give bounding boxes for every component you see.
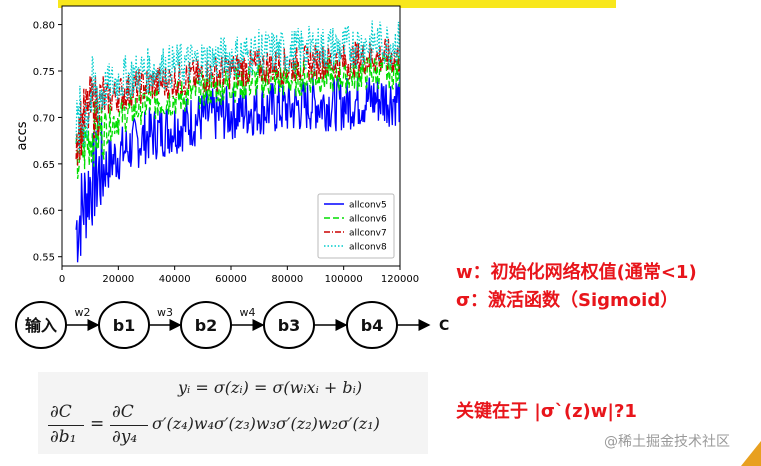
series-allconv7 [75,38,400,166]
x-tick-label: 20000 [102,274,134,285]
x-tick-label: 80000 [271,274,303,285]
formula-rhs-fraction-bar [110,425,148,426]
y-tick-label: 0.55 [33,253,55,264]
edge-label: w4 [240,306,256,319]
formula-lhs-fraction-bar [48,425,84,426]
formula-box: yᵢ = σ(zᵢ) = σ(wᵢxᵢ + bᵢ) ∂C ∂b₁ = ∂C ∂y… [38,372,428,454]
formula-equals: = [90,414,105,434]
formula-rhs-numerator: ∂C [112,402,134,422]
y-tick-label: 0.65 [33,160,55,171]
edge-label: w3 [157,306,173,319]
node-label: b4 [361,316,384,335]
legend-label: allconv6 [349,215,387,225]
accs-line-chart: 0 20000 40000 60000 80000 100000 120000 0.55 0.6… [15,5,419,285]
top-banner [58,0,616,8]
legend-box [317,193,395,259]
watermark: @稀土掘金技术社区 [604,434,730,450]
x-tick-label: 0 [59,274,65,285]
formula-lhs-denominator: ∂b₁ [50,427,77,447]
series-allconv5 [75,72,400,263]
note-key-condition: 关键在于 |σ`(z)w|?1 [456,401,637,422]
legend-label: allconv8 [349,243,387,253]
note-weight: w：初始化网络权值(通常<1) [456,262,697,283]
legend-label: allconv5 [349,201,387,211]
x-tick-label: 60000 [215,274,247,285]
node-label: b3 [278,316,301,335]
x-tick-label: 40000 [159,274,191,285]
formula-rhs-denominator: ∂y₄ [112,427,138,447]
node-label: b2 [195,316,218,335]
series-allconv6 [75,52,400,179]
legend-label: allconv7 [349,229,387,239]
x-tick-label: 100000 [325,274,363,285]
formula-rhs-product: σ′(z₄)w₄σ′(z₃)w₃σ′(z₂)w₂σ′(z₁) [152,414,380,433]
end-label: C [439,318,449,334]
x-tick-label: 120000 [381,274,419,285]
node-label: 输入 [25,316,57,335]
y-tick-label: 0.70 [33,113,55,124]
network-chain-diagram: 输入 w2 b1 w3 b2 w4 b3 b4 C [15,301,449,349]
formula-line1: yᵢ = σ(zᵢ) = σ(wᵢxᵢ + bᵢ) [178,378,363,397]
corner-mark [741,441,761,466]
y-axis-label: accs [15,121,30,150]
node-label: b1 [113,316,136,335]
y-tick-label: 0.80 [33,21,55,32]
y-tick-label: 0.60 [33,206,55,217]
edge-label: w2 [75,306,91,319]
note-sigmoid: σ：激活函数（Sigmoid） [456,290,679,311]
series-allconv8 [75,20,400,153]
y-tick-label: 0.75 [33,67,55,78]
formula-lhs-numerator: ∂C [50,402,72,422]
